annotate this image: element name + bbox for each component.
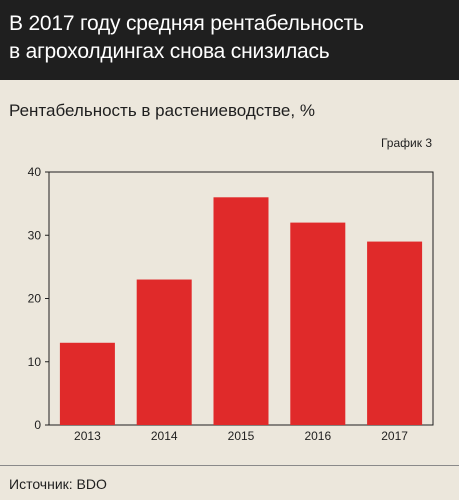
chart-number-label: График 3 [380,136,432,150]
y-tick-label: 40 [28,165,42,179]
x-tick-label: 2015 [228,429,255,443]
x-tick-label: 2016 [304,429,331,443]
bar-2016 [290,222,346,425]
y-tick-label: 30 [28,228,42,242]
x-tick-label: 2013 [74,429,101,443]
chart-title-line-1: В 2017 году средняя рентабельность [9,12,364,35]
source-note: Источник: BDO [9,476,107,492]
chart-subtitle: Рентабельность в растениеводстве, % [9,101,315,120]
footer-divider [0,465,459,466]
y-tick-label: 0 [34,418,41,432]
y-tick-label: 10 [28,355,42,369]
y-tick-label: 20 [28,292,42,306]
bar-2015 [213,197,269,425]
bar-2017 [367,241,423,425]
chart-title-line-2: в агрохолдингах снова снизилась [9,40,330,63]
x-tick-label: 2017 [381,429,408,443]
bar-2013 [59,342,115,425]
title-banner: В 2017 году средняя рентабельность в агр… [0,0,459,80]
bar-2014 [136,279,192,425]
x-tick-label: 2014 [151,429,178,443]
